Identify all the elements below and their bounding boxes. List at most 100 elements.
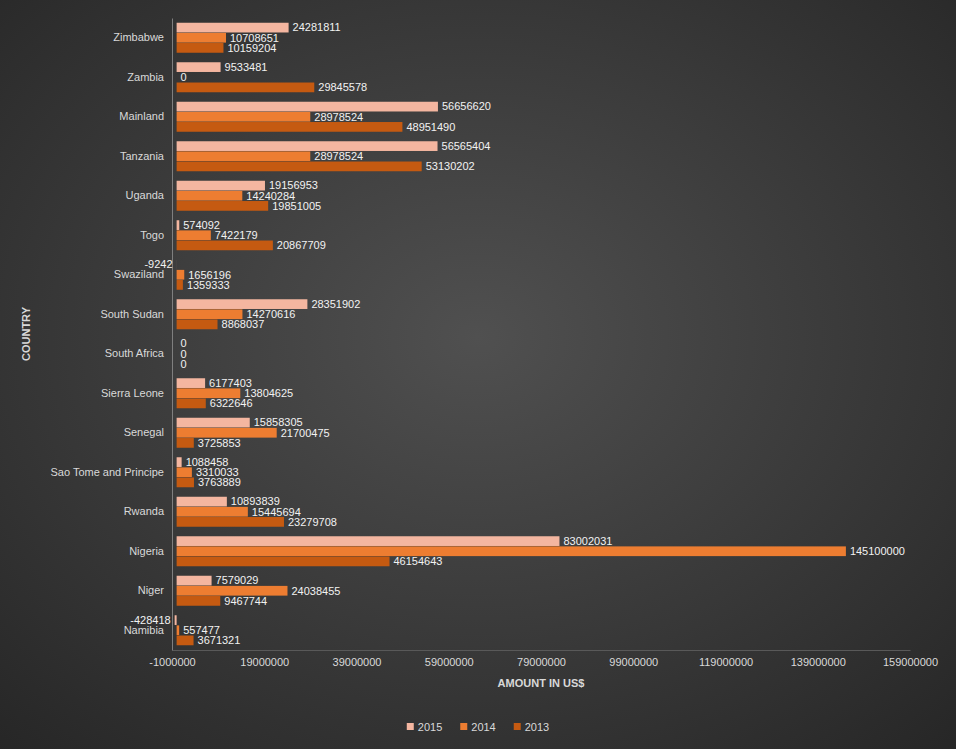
series: [177, 33, 846, 635]
bar: [176, 349, 177, 359]
y-tick-label: Sao Tome and Principe: [50, 466, 164, 478]
y-tick: Rwanda: [124, 505, 172, 517]
bar: [177, 270, 185, 280]
data-label: 0: [181, 71, 187, 83]
data-label: 83002031: [563, 535, 612, 547]
data-label: 19851005: [272, 200, 321, 212]
data-label: -9242: [144, 258, 172, 270]
y-tick-label: Rwanda: [124, 505, 165, 517]
data-label: 7422179: [215, 229, 258, 241]
data-label: 9467744: [224, 595, 267, 607]
bar: [177, 418, 250, 428]
y-tick: Uganda: [125, 189, 172, 201]
plot: -100000019000000390000005900000079000000…: [50, 19, 938, 668]
x-tick: 59000000: [425, 650, 474, 668]
data-label: 28351902: [311, 298, 360, 310]
data-label: 3725853: [198, 437, 241, 449]
bar: [177, 378, 205, 388]
bar: [177, 576, 212, 586]
bar: [177, 201, 269, 211]
x-tick: 99000000: [609, 650, 658, 668]
y-tick: South Sudan: [100, 308, 172, 320]
x-tick-label: 39000000: [333, 656, 382, 668]
y-tick-label: Uganda: [125, 189, 164, 201]
bar: [177, 102, 438, 112]
x-tick: 139000000: [791, 650, 846, 668]
bar: [177, 497, 227, 507]
x-tick-label: -1000000: [149, 656, 196, 668]
data-label: 56565404: [442, 140, 491, 152]
bar: [177, 191, 243, 201]
data-label: 1359333: [187, 279, 230, 291]
y-tick: Tanzania: [120, 150, 172, 162]
data-label: 20867709: [277, 239, 326, 251]
x-tick-label: 99000000: [609, 656, 658, 668]
bar: [177, 536, 560, 546]
y-tick: Mainland: [119, 110, 172, 122]
x-tick: 39000000: [333, 650, 382, 668]
data-labels: 2428181195334815665662056565404191569535…: [130, 21, 905, 646]
y-tick: South Africa: [105, 347, 172, 359]
bar: [176, 339, 177, 349]
y-tick-label: Zimbabwe: [113, 31, 164, 43]
data-label: 7579029: [216, 574, 259, 586]
data-label: 3763889: [198, 476, 241, 488]
legend-label: 2015: [418, 721, 442, 733]
y-tick-label: Niger: [138, 584, 165, 596]
bar: [177, 467, 192, 477]
legend-item: 2014: [460, 721, 495, 733]
y-tick-label: Tanzania: [120, 150, 165, 162]
y-tick: Togo: [140, 229, 172, 241]
y-tick-label: Togo: [140, 229, 164, 241]
data-label: 21700475: [281, 427, 330, 439]
y-tick: Zambia: [127, 71, 172, 83]
bar: [177, 83, 315, 93]
bar: [177, 320, 218, 330]
y-tick-label: South Africa: [105, 347, 165, 359]
y-tick: Senegal: [124, 426, 172, 438]
y-tick: Sao Tome and Principe: [50, 466, 172, 478]
background: [0, 0, 956, 749]
x-tick-label: 79000000: [517, 656, 566, 668]
legend-label: 2014: [471, 721, 495, 733]
y-tick-label: Senegal: [124, 426, 164, 438]
bar: [175, 615, 177, 625]
y-tick: Sierra Leone: [101, 387, 172, 399]
x-axis: -100000019000000390000005900000079000000…: [149, 650, 938, 668]
bar: [177, 546, 846, 556]
y-tick-label: Zambia: [127, 71, 165, 83]
bar: [177, 399, 206, 409]
y-tick-label: Nigeria: [129, 545, 165, 557]
x-tick-label: 139000000: [791, 656, 846, 668]
bars: [175, 23, 846, 645]
data-label: 23279708: [288, 516, 337, 528]
bar: [177, 557, 390, 567]
data-label: 48951490: [406, 121, 455, 133]
data-label: 10159204: [227, 42, 276, 54]
x-tick: -1000000: [149, 650, 196, 668]
bar: [177, 33, 226, 43]
legend-item: 2015: [407, 721, 442, 733]
x-axis-line: [173, 650, 911, 651]
series: [175, 23, 560, 625]
data-label: 56656620: [442, 100, 491, 112]
legend-swatch: [460, 723, 467, 730]
bar: [176, 260, 177, 270]
y-tick-label: Mainland: [119, 110, 164, 122]
data-label: 28978524: [314, 150, 363, 162]
bar: [177, 625, 180, 635]
bar: [177, 141, 438, 151]
data-label: 28978524: [314, 111, 363, 123]
y-axis-line: [172, 19, 173, 651]
bar: [177, 280, 183, 290]
data-label: 53130202: [426, 160, 475, 172]
y-tick: Nigeria: [129, 545, 172, 557]
y-axis-title: COUNTRY: [20, 306, 32, 361]
y-tick: Zimbabwe: [113, 31, 172, 43]
bar: [177, 438, 194, 448]
data-label: 8868037: [222, 318, 265, 330]
x-tick: 159000000: [883, 650, 938, 668]
data-label: -428418: [130, 614, 170, 626]
bar: [177, 517, 284, 527]
bar: [177, 220, 180, 230]
